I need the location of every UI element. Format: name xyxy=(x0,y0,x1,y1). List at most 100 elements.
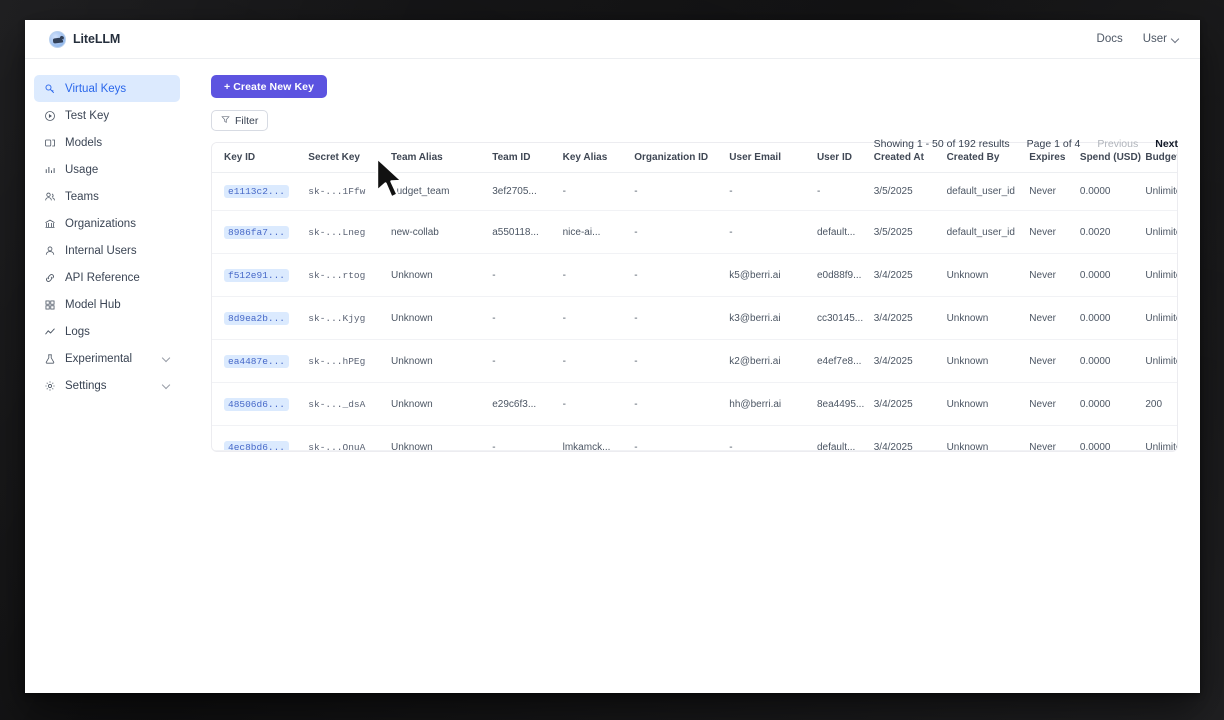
cell-user-email: - xyxy=(729,425,817,451)
chevron-down-icon xyxy=(162,354,171,363)
key-id-badge[interactable]: e1113c2... xyxy=(224,185,290,198)
table-row[interactable]: 48506d6... sk-..._dsA Unknown e29c6f3... - - h… xyxy=(212,382,1177,426)
sidebar-item-organizations[interactable]: Organizations xyxy=(34,210,180,237)
cell-expires: Never xyxy=(1029,382,1080,426)
secret-key-value: sk-...QnuA xyxy=(308,441,366,452)
column-header-secret-key[interactable]: Secret Key xyxy=(308,143,392,173)
table-row[interactable]: e1113c2... sk-...1Ffw budget_team 3ef2705..… xyxy=(212,172,1177,211)
column-header-team-id[interactable]: Team ID xyxy=(492,143,563,173)
column-header-created-at[interactable]: Created At xyxy=(873,143,947,173)
key-id-badge[interactable]: ea4487e... xyxy=(224,354,290,368)
cell-user-email: - xyxy=(729,210,817,254)
column-header-key-id[interactable]: Key ID xyxy=(212,143,309,173)
sidebar-item-test-key[interactable]: Test Key xyxy=(34,102,180,129)
cell-user-id: default... xyxy=(816,210,874,254)
key-id-badge[interactable]: f512e91... xyxy=(224,268,290,282)
cell-key-id: f512e91... xyxy=(212,253,309,297)
cell-spend: 0.0000 xyxy=(1079,425,1146,451)
sidebar-item-label: Usage xyxy=(65,163,99,176)
cell-spend: 0.0000 xyxy=(1079,339,1146,383)
sidebar-item-experimental[interactable]: Experimental xyxy=(34,345,180,372)
column-header-key-alias[interactable]: Key Alias xyxy=(562,143,635,173)
user-menu[interactable]: User xyxy=(1143,33,1180,45)
filter-button[interactable]: Filter xyxy=(211,110,269,131)
sidebar-item-label: Experimental xyxy=(65,352,133,365)
chevron-down-icon xyxy=(1172,35,1180,43)
models-icon xyxy=(43,136,56,149)
chevron-down-icon xyxy=(162,381,171,390)
cell-expires: Never xyxy=(1029,296,1080,340)
table-row[interactable]: f512e91... sk-...rtog Unknown - - - k5@berri.a… xyxy=(212,253,1177,297)
column-header-spend-usd[interactable]: Spend (USD) xyxy=(1079,143,1146,173)
sidebar-item-label: Virtual Keys xyxy=(65,82,127,95)
column-header-user-email[interactable]: User Email xyxy=(729,143,817,173)
sidebar-item-model-hub[interactable]: Model Hub xyxy=(34,291,180,318)
sidebar: Virtual Keys Test Key xyxy=(25,59,189,693)
column-header-organization-id[interactable]: Organization ID xyxy=(634,143,730,173)
cell-budget: 200 xyxy=(1145,382,1177,426)
cell-user-id: 8ea4495... xyxy=(816,382,874,426)
sidebar-item-usage[interactable]: Usage xyxy=(34,156,180,183)
table-row[interactable]: ea4487e... sk-...hPEg Unknown - - - k2@berri.a… xyxy=(212,339,1177,383)
cell-key-alias: - xyxy=(562,382,635,426)
sidebar-item-virtual-keys[interactable]: Virtual Keys xyxy=(34,75,180,102)
sidebar-item-label: Settings xyxy=(65,379,107,392)
sidebar-item-models[interactable]: Models xyxy=(34,129,180,156)
secret-key-value: sk-...rtog xyxy=(308,269,366,281)
cell-created-at: 3/4/2025 xyxy=(873,382,947,426)
cell-key-id: ea4487e... xyxy=(212,339,309,383)
table-row[interactable]: 8986fa7... sk-...Lneg new-collab a550118...… xyxy=(212,210,1177,254)
key-id-badge[interactable]: 4ec8bd6... xyxy=(224,440,290,451)
cell-secret-key: sk-...hPEg xyxy=(308,339,392,383)
cell-team-alias: budget_team xyxy=(391,172,493,211)
table-row[interactable]: 8d9ea2b... sk-...Kjyg Unknown - - - k3@berri.a… xyxy=(212,296,1177,340)
table-horizontal-scrollbar[interactable] xyxy=(212,450,1177,451)
cell-secret-key: sk-...rtog xyxy=(308,253,392,297)
secret-key-value: sk-..._dsA xyxy=(308,398,366,410)
sidebar-item-api-reference[interactable]: API Reference xyxy=(34,264,180,291)
pagination: Showing 1 - 50 of 192 results Page 1 of … xyxy=(874,138,1178,150)
column-header-user-id[interactable]: User ID xyxy=(816,143,874,173)
keys-table-container[interactable]: Key ID Secret Key Team Alias Team ID Key… xyxy=(211,142,1178,452)
previous-page-button[interactable]: Previous xyxy=(1097,138,1139,150)
cell-team-id: 3ef2705... xyxy=(492,172,563,211)
cell-secret-key: sk-...1Ffw xyxy=(308,172,392,211)
column-header-budget-usd[interactable]: Budget (USD) xyxy=(1145,143,1177,173)
cell-user-id: - xyxy=(816,172,874,211)
column-header-team-alias[interactable]: Team Alias xyxy=(391,143,493,173)
cell-spend: 0.0000 xyxy=(1079,253,1146,297)
key-id-badge[interactable]: 8986fa7... xyxy=(224,225,290,239)
create-new-key-button[interactable]: + Create New Key xyxy=(211,75,328,98)
cell-key-id: 4ec8bd6... xyxy=(212,425,309,451)
brand[interactable]: LiteLLM xyxy=(49,30,120,48)
cell-key-alias: - xyxy=(562,172,635,211)
key-id-badge[interactable]: 48506d6... xyxy=(224,397,290,411)
sidebar-item-label: Teams xyxy=(65,190,99,203)
cell-team-id: - xyxy=(492,339,563,383)
secret-key-value: sk-...1Ffw xyxy=(308,186,366,197)
cell-key-id: 8d9ea2b... xyxy=(212,296,309,340)
docs-link[interactable]: Docs xyxy=(1096,33,1123,45)
main-content: + Create New Key Filter Showing 1 - 50 o… xyxy=(189,59,1200,693)
cell-created-at: 3/4/2025 xyxy=(873,296,947,340)
cell-key-id: e1113c2... xyxy=(212,172,309,211)
sidebar-item-logs[interactable]: Logs xyxy=(34,318,180,345)
cell-team-id: a550118... xyxy=(492,210,563,254)
column-header-expires[interactable]: Expires xyxy=(1029,143,1080,173)
sidebar-item-teams[interactable]: Teams xyxy=(34,183,180,210)
sidebar-item-settings[interactable]: Settings xyxy=(34,372,180,399)
cell-created-by: default_user_id xyxy=(946,210,1030,254)
cell-user-email: hh@berri.ai xyxy=(729,382,817,426)
table-row[interactable]: 4ec8bd6... sk-...QnuA Unknown - lmkamck... - -… xyxy=(212,425,1177,452)
cell-organization-id: - xyxy=(634,172,730,211)
bank-icon xyxy=(43,217,56,230)
sidebar-item-internal-users[interactable]: Internal Users xyxy=(34,237,180,264)
next-page-button[interactable]: Next xyxy=(1155,138,1178,150)
key-id-badge[interactable]: 8d9ea2b... xyxy=(224,311,290,325)
cell-key-id: 48506d6... xyxy=(212,382,309,426)
filter-row: Filter xyxy=(211,110,1178,131)
cell-organization-id: - xyxy=(634,296,730,340)
secret-key-value: sk-...Lneg xyxy=(308,226,366,238)
column-header-created-by[interactable]: Created By xyxy=(946,143,1030,173)
